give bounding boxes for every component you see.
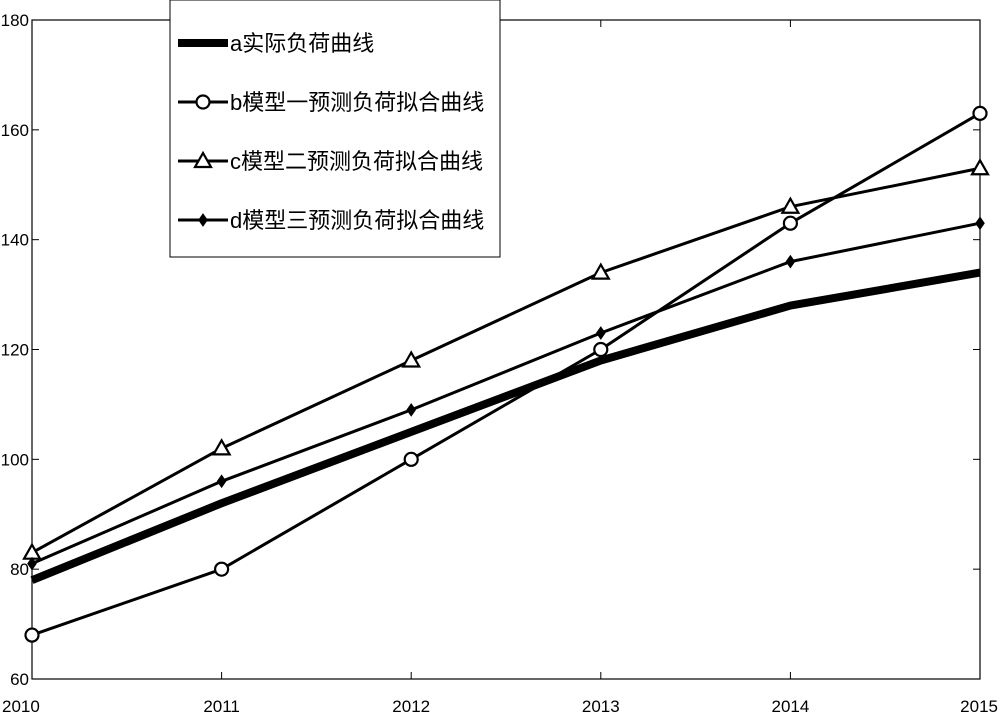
data-point-marker (26, 629, 39, 642)
legend-label: b模型一预测负荷拟合曲线 (230, 90, 484, 115)
data-point-marker (405, 453, 418, 466)
legend-label: c模型二预测负荷拟合曲线 (230, 149, 483, 174)
data-point-marker (974, 107, 987, 120)
y-tick-label: 140 (1, 231, 29, 250)
legend-marker (197, 96, 210, 109)
y-tick-label: 80 (10, 560, 29, 579)
x-tick-label: 2013 (582, 697, 620, 716)
legend-label: d模型三预测负荷拟合曲线 (230, 208, 484, 233)
legend: a实际负荷曲线 b模型一预测负荷拟合曲线 c模型二预测负荷拟合曲线 d模型三预测负荷拟… (170, 0, 500, 257)
y-tick-label: 180 (1, 11, 29, 30)
x-tick-label: 2012 (392, 697, 430, 716)
data-point-marker (784, 217, 797, 230)
x-tick-label: 2015 (960, 697, 998, 716)
y-tick-label: 100 (1, 450, 29, 469)
data-point-marker (215, 563, 228, 576)
y-tick-label: 120 (1, 341, 29, 360)
y-tick-label: 60 (10, 670, 29, 689)
x-tick-label: 2010 (2, 697, 40, 716)
legend-label: a实际负荷曲线 (230, 31, 374, 56)
y-tick-label: 160 (1, 121, 29, 140)
x-tick-label: 2011 (203, 697, 240, 716)
data-point-marker (594, 343, 607, 356)
x-tick-label: 2014 (771, 697, 809, 716)
